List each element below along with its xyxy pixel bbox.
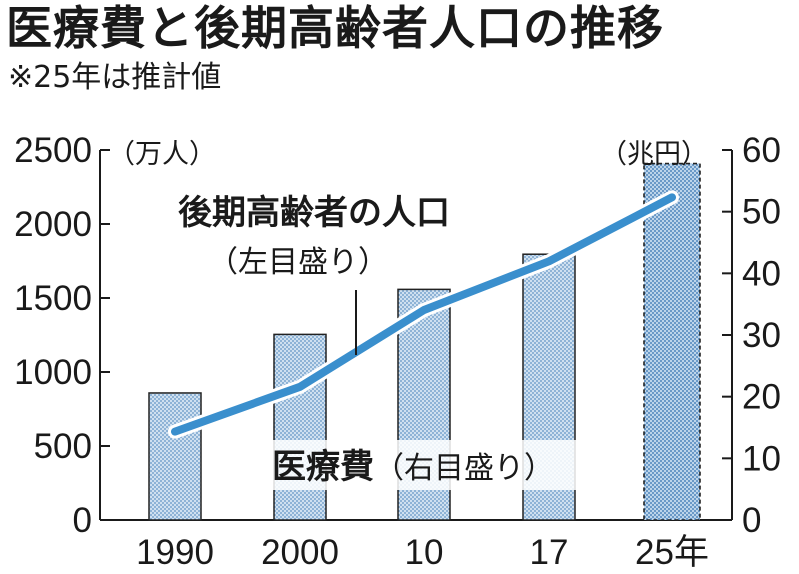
- x-tick-label: 1990: [136, 533, 214, 572]
- right-tick-label: 0: [742, 501, 761, 540]
- x-tick-label: 2000: [261, 533, 339, 572]
- bar: [273, 333, 327, 521]
- left-tick-label: 0: [73, 501, 92, 540]
- x-tick-label: 10: [405, 533, 444, 572]
- right-tick-label: 20: [742, 378, 781, 417]
- bar-estimate: [643, 162, 701, 521]
- right-tick-label: 50: [742, 193, 781, 232]
- bar-series-label-group: 医療費（右目盛り）: [272, 447, 554, 487]
- right-axis-unit: （兆円）: [600, 139, 708, 170]
- left-tick-label: 2500: [14, 131, 92, 170]
- line-series-axis-note: （左目盛り）: [208, 245, 388, 280]
- left-axis-unit: （万人）: [108, 139, 216, 170]
- x-tick-label: 17: [530, 533, 569, 572]
- line-series-label: 後期高齢者の人口: [178, 193, 450, 233]
- bar-series-axis-note: （右目盛り）: [374, 451, 554, 486]
- chart-title: 医療費と後期高齢者人口の推移: [6, 1, 664, 55]
- left-tick-label: 2000: [14, 205, 92, 244]
- right-tick-label: 30: [742, 316, 781, 355]
- left-tick-label: 1500: [14, 279, 92, 318]
- right-tick-label: 10: [742, 439, 781, 478]
- chart-subtitle: ※25年は推計値: [8, 60, 222, 95]
- left-tick-label: 1000: [14, 353, 92, 392]
- bar: [148, 392, 202, 521]
- bar-label-backdrop: [268, 440, 623, 490]
- bar-series-label: 医療費: [272, 447, 374, 487]
- x-tick-label: 25年: [635, 533, 709, 572]
- right-tick-label: 60: [742, 131, 781, 170]
- right-tick-label: 40: [742, 254, 781, 293]
- left-tick-label: 500: [34, 427, 92, 466]
